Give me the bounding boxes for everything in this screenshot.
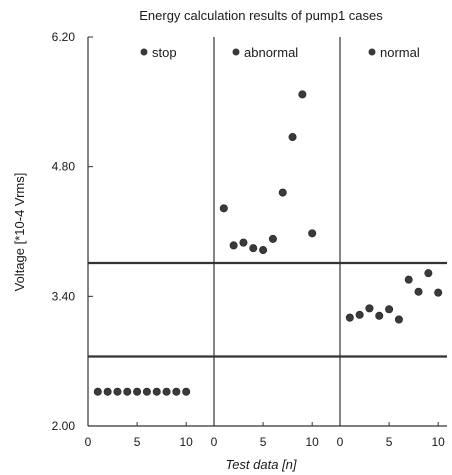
y-axis-label: Voltage [*10-4 Vrms] xyxy=(12,173,27,292)
x-tick-label: 0 xyxy=(337,435,344,449)
legend-normal-marker xyxy=(368,48,376,56)
data-point-stop xyxy=(123,387,132,396)
data-point-abnormal xyxy=(308,229,317,238)
data-point-normal xyxy=(365,304,374,313)
x-tick-label: 10 xyxy=(432,435,446,449)
plot-area: 6.20 4.80 3.40 2.00 0 5 10 0 5 10 0 5 10 stop abnormal… xyxy=(52,30,447,449)
data-point-stop xyxy=(133,387,142,396)
data-point-stop xyxy=(152,387,161,396)
legend-stop-marker xyxy=(140,48,148,56)
y-tick-label: 6.20 xyxy=(52,30,76,44)
data-point-abnormal xyxy=(288,133,297,142)
data-point-abnormal xyxy=(239,238,248,247)
y-tick-label: 4.80 xyxy=(52,160,76,174)
data-point-abnormal xyxy=(259,246,268,255)
data-point-stop xyxy=(93,387,102,396)
x-tick-label: 0 xyxy=(85,435,92,449)
data-point-abnormal xyxy=(229,241,238,250)
x-tick-label: 0 xyxy=(211,435,218,449)
data-point-abnormal xyxy=(298,90,307,99)
data-point-abnormal xyxy=(219,204,228,213)
y-tick-label: 3.40 xyxy=(52,289,76,303)
x-tick-label: 10 xyxy=(306,435,320,449)
data-point-stop xyxy=(182,387,191,396)
x-axis-label: Test data [n] xyxy=(225,457,296,472)
data-point-abnormal xyxy=(249,244,258,253)
legend-normal-label: normal xyxy=(380,45,420,60)
data-point-stop xyxy=(142,387,151,396)
data-point-abnormal xyxy=(268,234,277,243)
chart-title: Energy calculation results of pump1 case… xyxy=(139,8,383,23)
data-point-stop xyxy=(113,387,122,396)
data-point-normal xyxy=(385,305,394,314)
x-tick-label: 5 xyxy=(260,435,267,449)
data-point-stop xyxy=(103,387,112,396)
data-point-stop xyxy=(172,387,181,396)
data-point-normal xyxy=(375,311,384,320)
data-point-abnormal xyxy=(278,188,287,197)
legend-abnormal-label: abnormal xyxy=(244,45,298,60)
x-tick-label: 5 xyxy=(134,435,141,449)
data-point-normal xyxy=(424,269,433,278)
data-point-normal xyxy=(394,315,403,324)
x-tick-label: 10 xyxy=(180,435,194,449)
data-point-normal xyxy=(404,275,413,284)
y-tick-label: 2.00 xyxy=(52,419,76,433)
data-point-normal xyxy=(434,288,443,297)
data-point-normal xyxy=(414,287,423,296)
legend-abnormal-marker xyxy=(232,48,240,56)
data-point-normal xyxy=(355,310,364,319)
x-tick-label: 5 xyxy=(386,435,393,449)
legend-stop-label: stop xyxy=(152,45,177,60)
data-point-stop xyxy=(162,387,171,396)
data-point-normal xyxy=(345,313,354,322)
